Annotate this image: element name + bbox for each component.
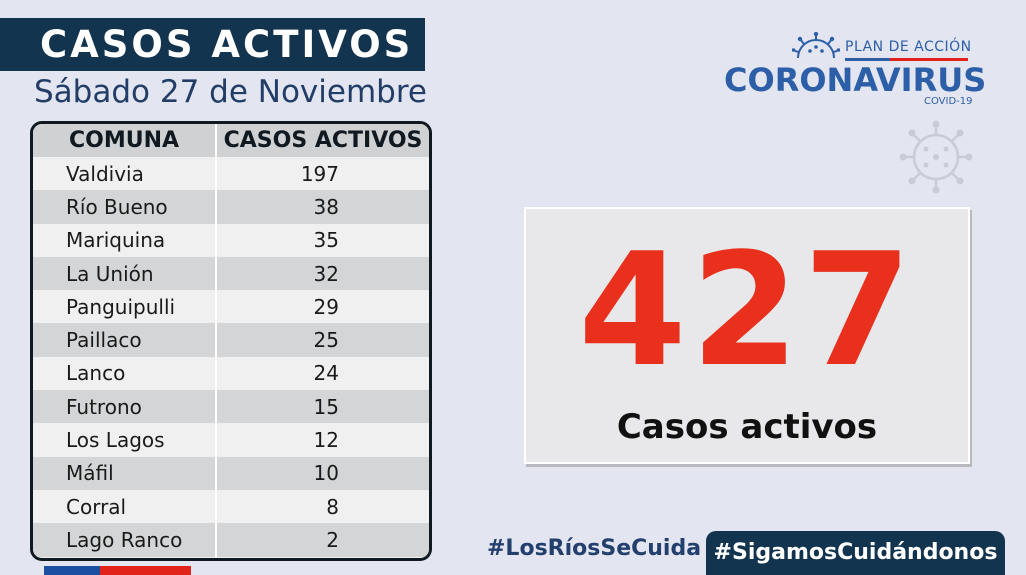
table-row: Valdivia 197 (33, 157, 429, 191)
table-row: Panguipulli 29 (33, 290, 429, 324)
comuna-cell: La Unión (33, 256, 217, 291)
cases-table: COMUNA CASOS ACTIVOS Valdivia 197 Río Buen… (30, 121, 432, 561)
logo-underline (845, 58, 968, 61)
logo-wordmark: CORONAVIRUS (724, 61, 987, 99)
comuna-cell: Futrono (33, 390, 217, 424)
table-row: La Unión 32 (33, 256, 429, 291)
date-subtitle: Sábado 27 de Noviembre (34, 74, 427, 110)
coronavirus-logo: PLAN DE ACCIÓN CORONAVIRUS COVID-19 (718, 30, 986, 110)
table-row: Los Lagos 12 (33, 423, 429, 457)
table-row: Lago Ranco 2 (33, 523, 429, 557)
casos-cell: 24 (216, 356, 429, 391)
casos-cell: 2 (216, 523, 429, 557)
comuna-cell: Lanco (33, 356, 217, 391)
table-row: Máfil 10 (33, 456, 429, 490)
column-header-casos: CASOS ACTIVOS (216, 124, 429, 157)
virus-watermark-icon (899, 120, 973, 194)
comuna-cell: Lago Ranco (33, 523, 217, 557)
casos-cell: 35 (216, 223, 429, 257)
title-banner: CASOS ACTIVOS (0, 18, 425, 71)
casos-cell: 32 (216, 256, 429, 291)
casos-cell: 10 (216, 456, 429, 490)
casos-cell: 15 (216, 390, 429, 424)
table-row: Lanco 24 (33, 356, 429, 391)
casos-cell: 29 (216, 290, 429, 324)
table-row: Corral 8 (33, 489, 429, 524)
casos-cell: 25 (216, 323, 429, 357)
hashtag-sigamos: #SigamosCuidándonos (713, 540, 998, 565)
comuna-cell: Río Bueno (33, 190, 217, 224)
table-row: Paillaco 25 (33, 323, 429, 357)
coronavirus-icon (792, 32, 840, 59)
casos-cell: 8 (216, 489, 429, 524)
hashtag-sigamos-banner: #SigamosCuidándonos (706, 531, 1005, 575)
casos-cell: 38 (216, 190, 429, 224)
flag-stripe (44, 566, 191, 575)
column-header-comuna: COMUNA (33, 124, 217, 157)
comuna-cell: Valdivia (33, 157, 217, 191)
table-row: Futrono 15 (33, 390, 429, 424)
comuna-cell: Los Lagos (33, 423, 217, 457)
table-header-row: COMUNA CASOS ACTIVOS (33, 124, 429, 157)
page-title: CASOS ACTIVOS (40, 23, 414, 66)
casos-cell: 12 (216, 423, 429, 457)
table-row: Mariquina 35 (33, 223, 429, 257)
table-row: Río Bueno 38 (33, 190, 429, 224)
comuna-cell: Paillaco (33, 323, 217, 357)
logo-plan-text: PLAN DE ACCIÓN (845, 39, 972, 55)
total-cases-box: 427 Casos activos (524, 207, 970, 464)
total-cases-label: Casos activos (616, 407, 878, 447)
casos-cell: 197 (216, 157, 429, 191)
comuna-cell: Mariquina (33, 223, 217, 257)
table-body: Valdivia 197 Río Bueno 38 Mariquina 35 La Unió… (33, 157, 429, 557)
comuna-cell: Panguipulli (33, 290, 217, 324)
comuna-cell: Máfil (33, 456, 217, 490)
logo-covid-text: COVID-19 (924, 96, 973, 107)
total-cases-number: 427 (578, 219, 916, 401)
hashtag-los-rios: #LosRíosSeCuida (487, 536, 702, 561)
comuna-cell: Corral (33, 489, 217, 524)
